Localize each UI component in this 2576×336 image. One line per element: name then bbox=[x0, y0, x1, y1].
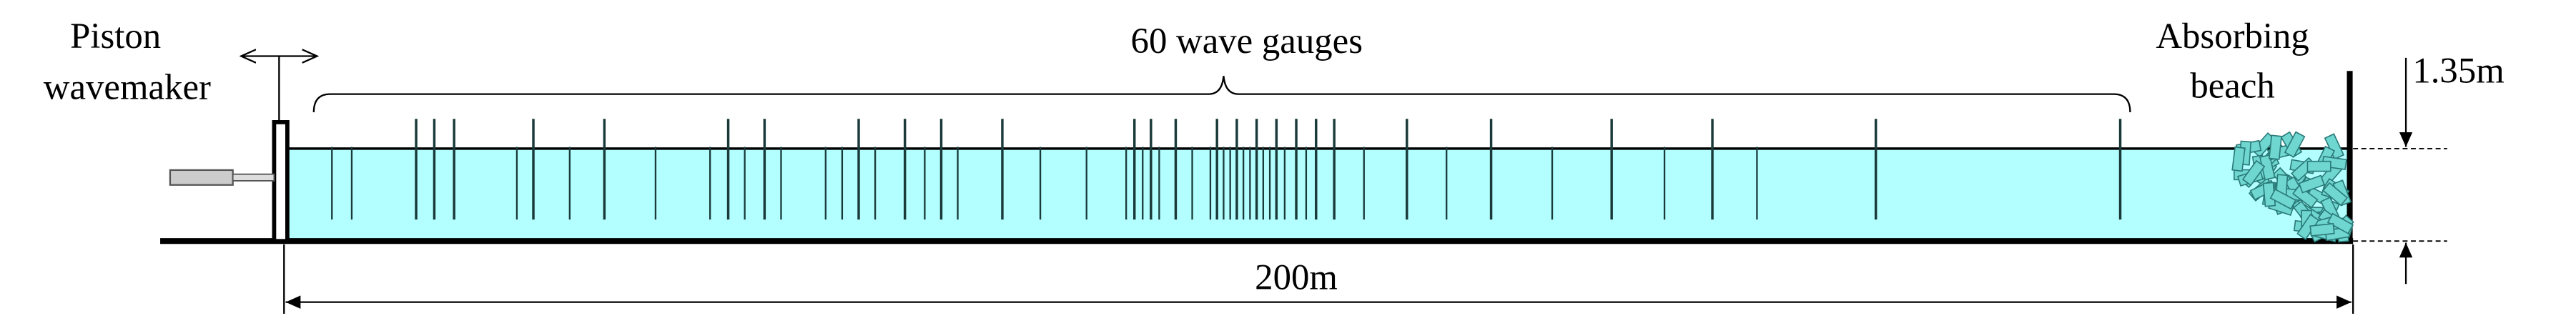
water bbox=[289, 148, 2349, 239]
rock bbox=[2269, 134, 2282, 160]
rock bbox=[2298, 174, 2325, 194]
gauges-label: 60 wave gauges bbox=[1131, 21, 1363, 61]
rock bbox=[2326, 212, 2354, 234]
rock bbox=[2322, 182, 2349, 207]
wavemaker-label: wavemaker bbox=[44, 67, 211, 107]
length-label: 200m bbox=[1255, 257, 1338, 297]
piston-rod bbox=[169, 169, 234, 186]
absorbing-beach bbox=[2231, 131, 2354, 243]
rock bbox=[2309, 222, 2335, 237]
beach-label: beach bbox=[2190, 65, 2274, 105]
depth-label: 1.35m bbox=[2412, 51, 2504, 91]
rock bbox=[2231, 146, 2246, 172]
rock bbox=[2269, 188, 2296, 210]
gauges bbox=[331, 119, 2122, 220]
rock bbox=[2241, 159, 2266, 187]
rock bbox=[2284, 131, 2306, 158]
rock bbox=[2306, 160, 2331, 172]
rock bbox=[2292, 184, 2319, 209]
beach-label: Absorbing bbox=[2156, 16, 2309, 56]
gauge-brace bbox=[312, 76, 2131, 113]
wavemaker-label: Piston bbox=[70, 16, 161, 56]
piston-connector bbox=[232, 173, 275, 182]
wavemaker-paddle bbox=[272, 120, 290, 244]
